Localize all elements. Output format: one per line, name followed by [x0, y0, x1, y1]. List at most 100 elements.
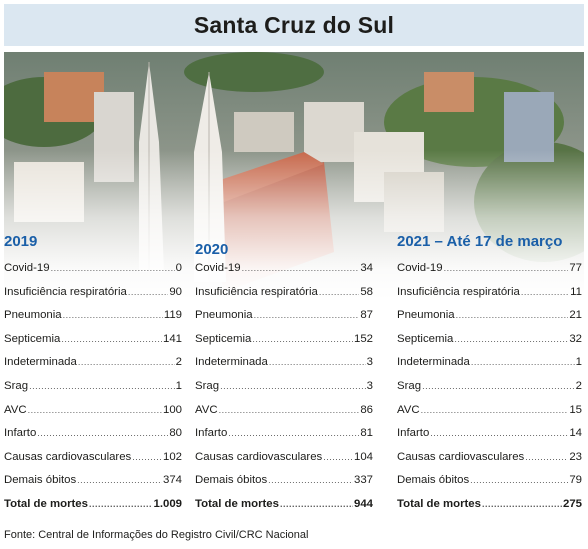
dot-leader — [471, 357, 575, 367]
column-2019: 2019 Covid-19 0 Insuficiência respiratória… — [4, 232, 182, 522]
row-label: Infarto — [4, 427, 37, 440]
dot-leader — [37, 428, 168, 438]
dot-leader — [454, 334, 568, 344]
row-label: Infarto — [397, 427, 430, 440]
row-label: Indeterminada — [195, 356, 268, 369]
total-row: Total de mortes 944 — [195, 498, 373, 522]
row-label: Indeterminada — [397, 356, 470, 369]
dot-leader — [421, 405, 569, 415]
dot-leader — [456, 310, 569, 320]
row-label: Demais óbitos — [195, 474, 268, 487]
row-label: Srag — [195, 379, 220, 392]
table-row: AVC 86 — [195, 404, 373, 428]
row-label: Causas cardiovasculares — [195, 450, 323, 463]
row-value: 1 — [575, 356, 582, 369]
row-label: Total de mortes — [397, 497, 481, 510]
dot-leader — [470, 475, 568, 485]
table-row: Srag 2 — [397, 380, 582, 404]
row-value: 32 — [569, 332, 582, 345]
table-row: Covid-19 77 — [397, 262, 582, 286]
row-value: 0 — [175, 262, 182, 274]
dot-leader — [268, 475, 353, 485]
table-row: Srag 3 — [195, 380, 373, 404]
dot-leader — [323, 452, 353, 462]
table-row: Covid-19 34 — [195, 262, 373, 286]
table-row: Infarto 14 — [397, 427, 582, 451]
column-rows: Covid-19 0 Insuficiência respiratória 90 Pne… — [4, 262, 182, 522]
row-label: Srag — [397, 379, 422, 392]
row-label: AVC — [4, 403, 27, 416]
dot-leader — [254, 310, 360, 320]
row-value: 152 — [353, 332, 373, 345]
row-label: Infarto — [195, 427, 228, 440]
row-value: 3 — [366, 379, 373, 392]
dot-leader — [430, 428, 568, 438]
column-2020: 2020 Covid-19 34 Insuficiência respiratóri… — [195, 232, 373, 522]
column-2021: 2021 – Até 17 de março Covid-19 77 Insufic… — [397, 232, 582, 522]
dot-leader — [252, 334, 353, 344]
dot-leader — [521, 287, 569, 297]
row-value: 79 — [569, 474, 582, 487]
row-value: 90 — [169, 285, 182, 298]
row-label: Demais óbitos — [397, 474, 470, 487]
dot-leader — [61, 334, 162, 344]
table-row: Indeterminada 2 — [4, 356, 182, 380]
table-row: Insuficiência respiratória 11 — [397, 286, 582, 310]
page-title: Santa Cruz do Sul — [193, 11, 395, 38]
city-cathedral-photo — [4, 52, 584, 300]
dot-leader — [63, 310, 163, 320]
row-value: 15 — [569, 403, 582, 416]
dot-leader — [128, 287, 169, 297]
column-heading: 2019 — [4, 233, 38, 250]
dot-leader — [482, 499, 562, 509]
dot-leader — [51, 263, 175, 273]
row-value: 2 — [175, 356, 182, 369]
row-value: 86 — [360, 403, 373, 416]
row-label: Total de mortes — [4, 497, 88, 510]
row-label: Causas cardiovasculares — [397, 450, 525, 463]
row-value: 944 — [353, 497, 373, 510]
row-label: Insuficiência respiratória — [4, 285, 127, 298]
row-value: 1.009 — [153, 497, 182, 510]
row-label: Covid-19 — [195, 262, 241, 274]
dot-leader — [29, 381, 175, 391]
dot-leader — [269, 357, 366, 367]
dot-leader — [444, 263, 569, 273]
row-value: 77 — [569, 262, 582, 274]
row-value: 374 — [162, 474, 182, 487]
row-value: 337 — [353, 474, 373, 487]
table-row: Covid-19 0 — [4, 262, 182, 286]
row-value: 100 — [162, 403, 182, 416]
column-rows: Covid-19 77 Insuficiência respiratória 11 Pn… — [397, 262, 582, 522]
table-row: Infarto 80 — [4, 427, 182, 451]
total-row: Total de mortes 275 — [397, 498, 582, 522]
row-value: 119 — [163, 309, 182, 322]
column-heading: 2021 – Até 17 de março — [397, 233, 563, 250]
row-value: 2 — [575, 379, 582, 392]
row-value: 23 — [569, 450, 582, 463]
row-value: 104 — [353, 450, 373, 463]
row-value: 14 — [569, 427, 582, 440]
row-label: Covid-19 — [397, 262, 443, 274]
dot-leader — [228, 428, 359, 438]
row-label: Causas cardiovasculares — [4, 450, 132, 463]
title-bar: Santa Cruz do Sul — [4, 4, 584, 46]
table-row: Srag 1 — [4, 380, 182, 404]
row-label: Covid-19 — [4, 262, 50, 274]
dot-leader — [77, 475, 162, 485]
row-label: Pneumonia — [195, 309, 253, 322]
dot-leader — [78, 357, 175, 367]
table-row: Septicemia 152 — [195, 333, 373, 357]
table-row: AVC 100 — [4, 404, 182, 428]
row-label: AVC — [195, 403, 218, 416]
row-label: Septicemia — [195, 332, 252, 345]
source-note: Fonte: Central de Informações do Registr… — [4, 529, 309, 541]
row-label: AVC — [397, 403, 420, 416]
dot-leader — [242, 263, 360, 273]
table-row: Pneumonia 21 — [397, 309, 582, 333]
row-label: Demais óbitos — [4, 474, 77, 487]
row-value: 21 — [569, 309, 582, 322]
table-row: Septicemia 141 — [4, 333, 182, 357]
row-value: 102 — [162, 450, 182, 463]
table-row: Infarto 81 — [195, 427, 373, 451]
